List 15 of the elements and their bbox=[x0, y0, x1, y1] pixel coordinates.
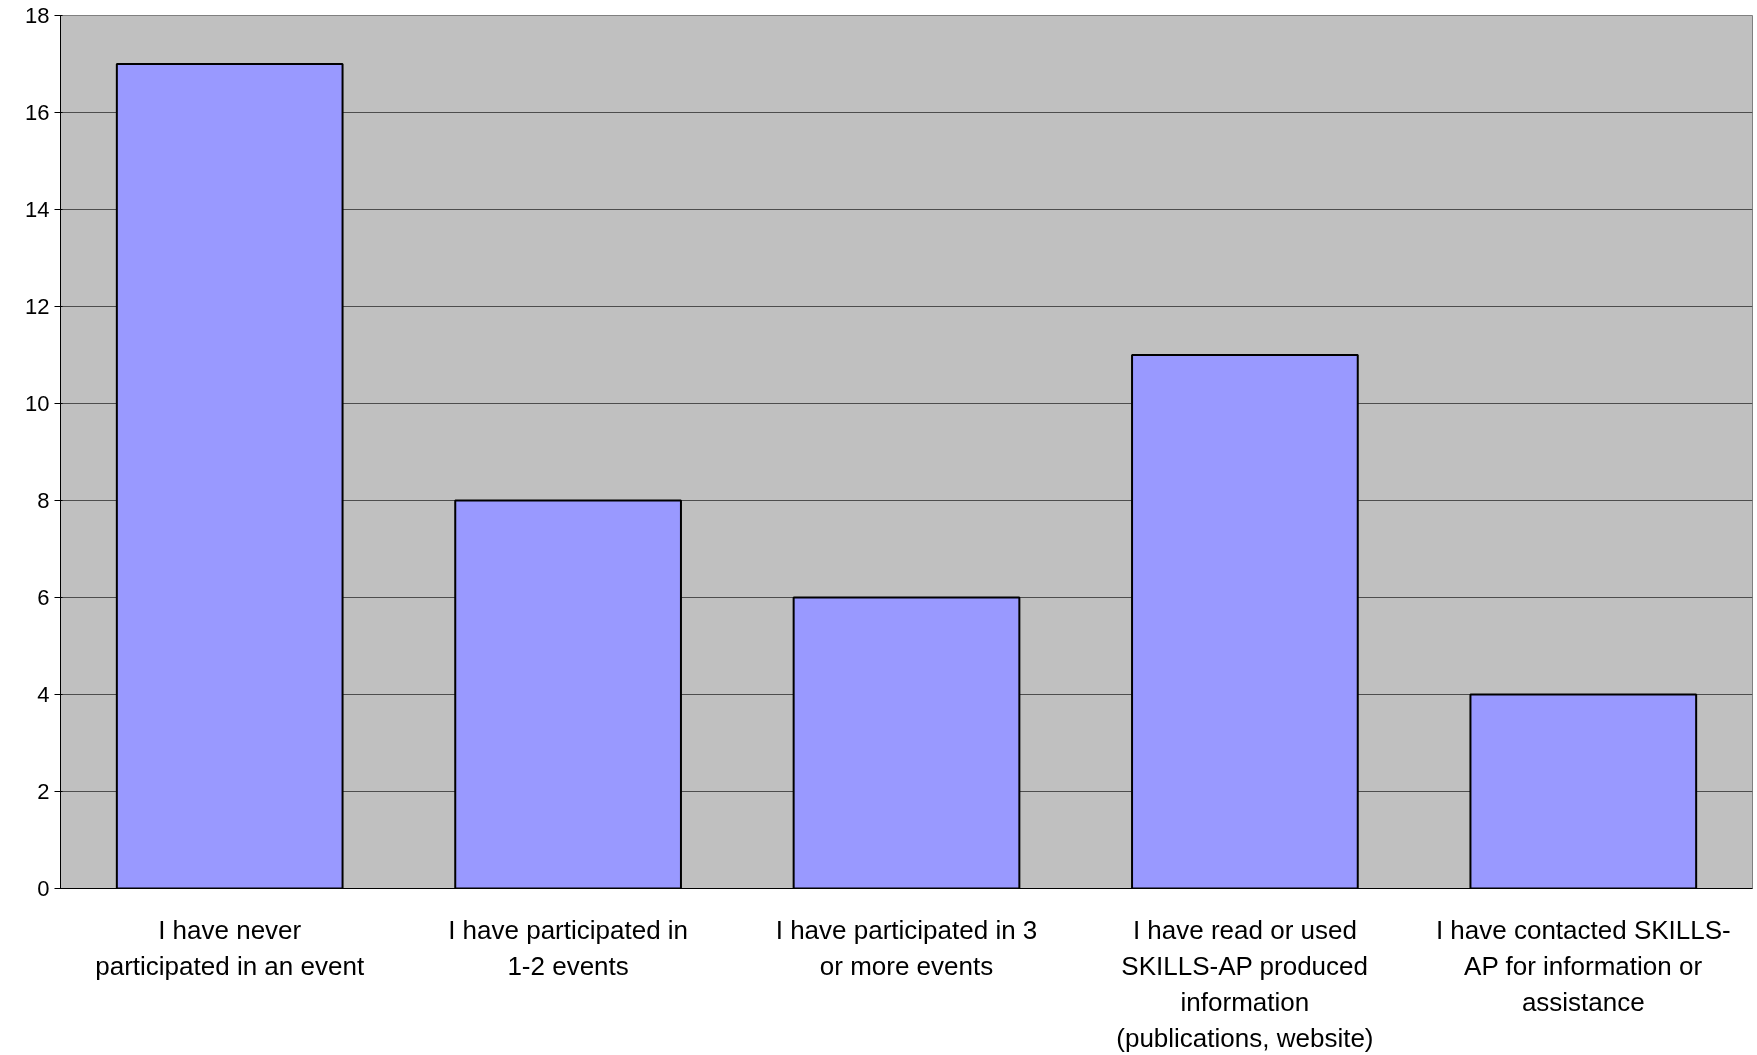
x-tick-label: I have never participated in an event bbox=[95, 914, 365, 981]
y-tick-label: 6 bbox=[37, 585, 50, 610]
x-tick-label: I have read or used SKILLS-AP produced information (publications, website) bbox=[1116, 914, 1374, 1053]
x-tick-label: I have participated in 1-2 events bbox=[448, 914, 689, 981]
y-tick-label: 8 bbox=[37, 488, 50, 513]
y-tick-label: 10 bbox=[25, 391, 50, 416]
x-tick-label: I have participated in 3 or more events bbox=[775, 914, 1038, 981]
y-tick-label: 2 bbox=[37, 779, 50, 804]
x-tick-label: I have contacted SKILLS-AP for information or assistance bbox=[1435, 914, 1731, 1017]
y-tick-label: 16 bbox=[25, 100, 50, 125]
y-tick-label: 0 bbox=[37, 876, 50, 901]
y-tick-label: 4 bbox=[37, 682, 50, 707]
y-tick-label: 14 bbox=[25, 197, 50, 222]
y-tick-label: 12 bbox=[25, 294, 50, 319]
y-tick-label: 18 bbox=[25, 3, 50, 28]
